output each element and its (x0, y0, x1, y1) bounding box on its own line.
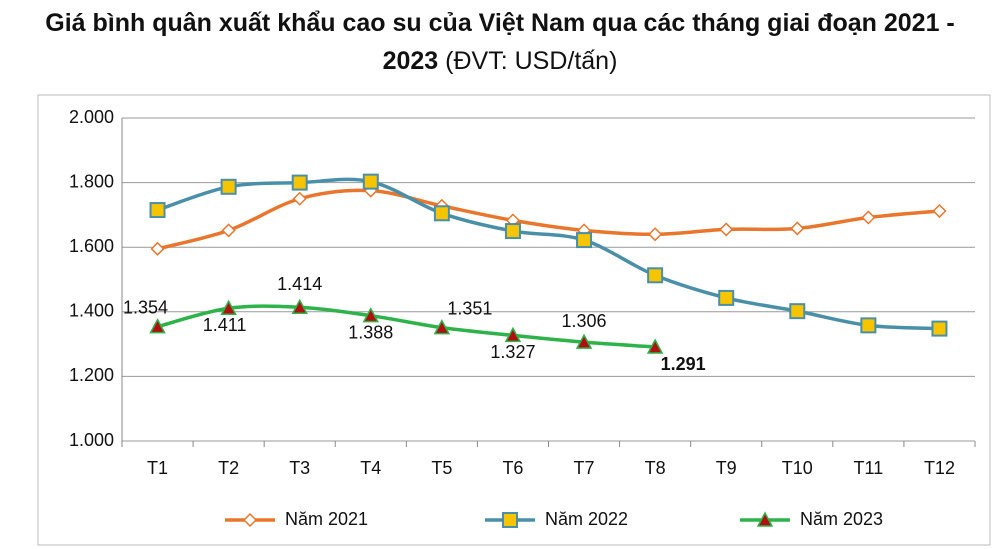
y-tick-label: 1.600 (69, 236, 114, 256)
point (718, 289, 735, 306)
point (932, 203, 947, 219)
x-tick-label: T9 (716, 458, 737, 478)
point (575, 333, 593, 349)
point (291, 174, 308, 191)
legend-marker (756, 511, 774, 527)
x-tick-label: T8 (645, 458, 666, 478)
point (646, 338, 664, 354)
point (150, 241, 165, 256)
series-line (157, 188, 940, 251)
data-label: 1.327 (490, 342, 535, 362)
data-label: 1.351 (447, 298, 492, 318)
point (433, 205, 450, 222)
point (931, 320, 948, 337)
point (433, 319, 451, 335)
x-tick-label: T7 (574, 458, 595, 478)
point (576, 232, 593, 249)
point (860, 317, 877, 334)
point (504, 326, 522, 343)
point (149, 202, 166, 219)
x-tick-label: T12 (924, 458, 955, 478)
point (647, 267, 664, 284)
point (362, 173, 379, 190)
point (149, 318, 166, 334)
x-tick-label: T3 (289, 458, 310, 478)
data-label: 1.306 (562, 311, 607, 331)
point (220, 178, 237, 195)
point (292, 191, 307, 206)
point (790, 221, 805, 236)
series-line (157, 304, 656, 349)
x-tick-label: T11 (854, 458, 884, 478)
x-tick-label: T4 (360, 458, 381, 478)
data-label: 1.291 (661, 354, 706, 374)
data-label: 1.354 (123, 297, 168, 317)
x-tick-label: T6 (502, 458, 523, 478)
y-tick-label: 1.400 (69, 301, 114, 321)
chart-title: Giá bình quân xuất khẩu cao su của Việt … (45, 9, 955, 75)
point (504, 223, 521, 240)
legend-marker (242, 512, 258, 528)
y-tick-label: 1.000 (69, 430, 114, 450)
legend-label: Năm 2021 (285, 509, 368, 529)
point (719, 222, 734, 237)
legend-label: Năm 2022 (545, 509, 628, 529)
y-tick-label: 1.200 (69, 365, 114, 385)
x-tick-label: T2 (218, 458, 239, 478)
point (789, 303, 806, 320)
point (362, 307, 380, 323)
point (648, 227, 663, 242)
legend-marker (502, 512, 518, 528)
data-label: 1.411 (203, 315, 247, 335)
point (861, 210, 876, 225)
data-label: 1.414 (277, 274, 322, 294)
point (220, 299, 237, 315)
y-tick-label: 1.800 (69, 171, 114, 191)
point (221, 223, 236, 238)
y-tick-label: 2.000 (69, 107, 114, 127)
chart-header: Giá bình quân xuất khẩu cao su của Việt … (20, 4, 980, 80)
legend-label: Năm 2023 (800, 509, 883, 529)
x-tick-label: T1 (147, 458, 168, 478)
point (291, 298, 308, 315)
x-tick-label: T5 (431, 458, 452, 478)
x-tick-label: T10 (782, 458, 813, 478)
data-label: 1.388 (348, 322, 393, 342)
chart-subtitle: (ĐVT: USD/tấn) (445, 47, 618, 75)
chart-frame (37, 94, 991, 546)
